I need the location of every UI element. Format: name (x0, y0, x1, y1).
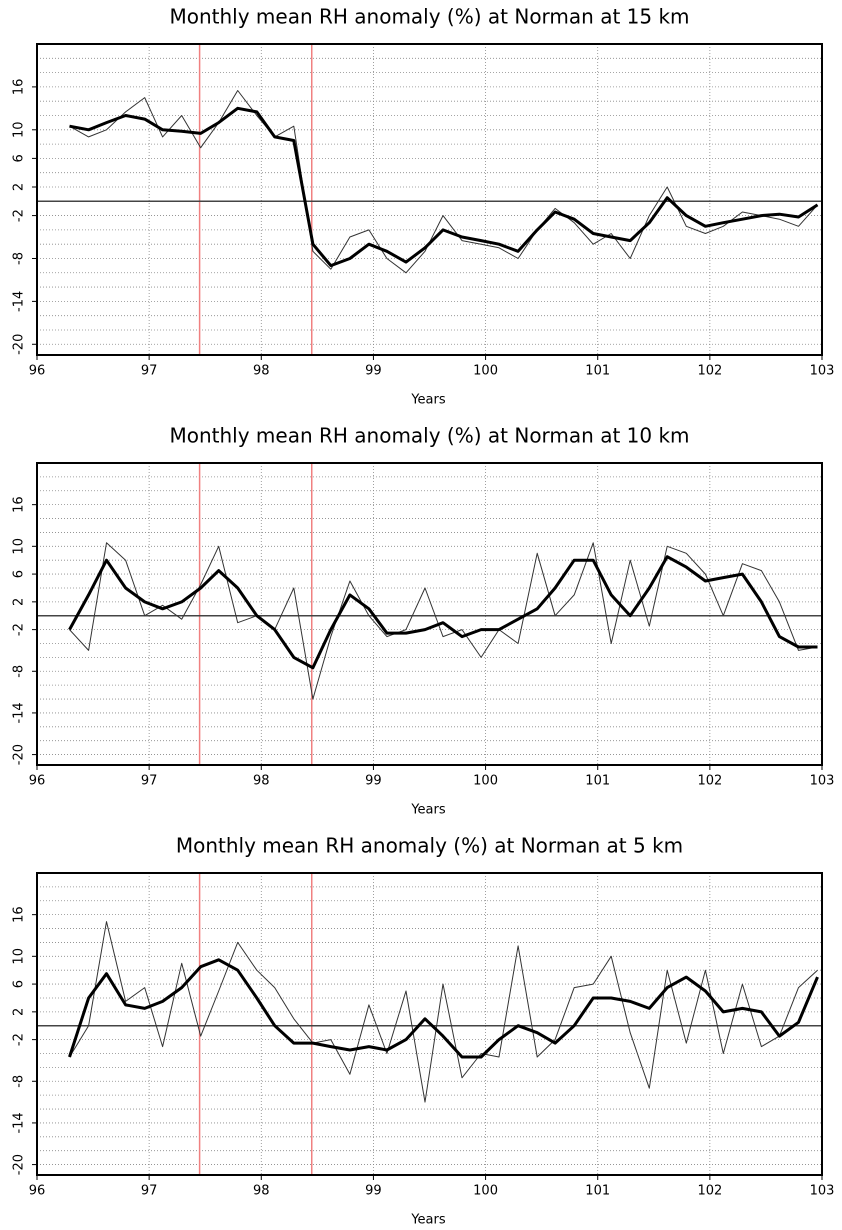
data-line (68, 958, 819, 1059)
y-tick-label: -14 (12, 1112, 27, 1133)
x-tick-label: 101 (585, 774, 610, 789)
x-tick-label: 99 (365, 1184, 382, 1199)
y-tick-label: -14 (12, 291, 27, 312)
y-tick-label: -2 (12, 623, 27, 636)
y-tick-label: 2 (12, 598, 27, 606)
y-tick-label: -20 (12, 744, 27, 765)
y-tick-label: 16 (12, 79, 27, 96)
x-tick-label: 97 (141, 1184, 158, 1199)
y-tick-label: -20 (12, 334, 27, 355)
x-tick-label: 98 (253, 1184, 270, 1199)
y-tick-label: 16 (12, 906, 27, 923)
data-line (69, 90, 818, 274)
x-axis-label: Years (410, 803, 446, 818)
x-tick-label: 103 (810, 774, 835, 789)
x-tick-label: 99 (365, 364, 382, 379)
y-tick-label: -8 (12, 252, 27, 265)
x-axis-label: Years (410, 1213, 446, 1228)
x-tick-label: 103 (810, 364, 835, 379)
x-tick-label: 98 (253, 774, 270, 789)
x-tick-label: 100 (473, 774, 498, 789)
y-tick-label: -8 (12, 665, 27, 678)
y-tick-label: 2 (12, 1008, 27, 1016)
plot-frame (36, 872, 823, 1176)
data-line (69, 106, 819, 268)
data-line (69, 921, 818, 1103)
x-tick-label: 101 (585, 364, 610, 379)
x-tick-label: 97 (141, 774, 158, 789)
y-tick-label: 16 (12, 496, 27, 513)
y-tick-label: -20 (12, 1154, 27, 1175)
y-tick-label: 10 (12, 122, 27, 139)
x-tick-label: 98 (253, 364, 270, 379)
y-tick-label: 2 (12, 183, 27, 191)
y-tick-label: -14 (12, 702, 27, 723)
x-tick-label: 102 (697, 774, 722, 789)
data-line (69, 542, 818, 700)
y-tick-label: -2 (12, 1033, 27, 1046)
x-tick-label: 101 (585, 1184, 610, 1199)
x-axis-label: Years (410, 393, 446, 408)
chart-title: Monthly mean RH anomaly (%) at Norman at… (169, 424, 689, 448)
y-tick-label: -2 (12, 209, 27, 222)
x-tick-label: 99 (365, 774, 382, 789)
x-tick-label: 96 (29, 364, 46, 379)
y-tick-label: 10 (12, 538, 27, 555)
plot-frame (36, 43, 823, 356)
y-tick-label: 10 (12, 948, 27, 965)
x-tick-label: 97 (141, 364, 158, 379)
x-tick-label: 102 (697, 1184, 722, 1199)
x-tick-label: 96 (29, 1184, 46, 1199)
y-tick-label: 6 (12, 980, 27, 988)
x-tick-label: 96 (29, 774, 46, 789)
y-tick-label: 6 (12, 570, 27, 578)
x-tick-label: 100 (473, 1184, 498, 1199)
chart-title: Monthly mean RH anomaly (%) at Norman at… (169, 5, 689, 29)
y-tick-label: 6 (12, 154, 27, 162)
plot-frame (36, 462, 823, 766)
data-line (68, 555, 818, 670)
x-tick-label: 103 (810, 1184, 835, 1199)
x-tick-label: 100 (473, 364, 498, 379)
x-tick-label: 102 (697, 364, 722, 379)
chart-title: Monthly mean RH anomaly (%) at Norman at… (176, 834, 683, 858)
y-tick-label: -8 (12, 1075, 27, 1088)
